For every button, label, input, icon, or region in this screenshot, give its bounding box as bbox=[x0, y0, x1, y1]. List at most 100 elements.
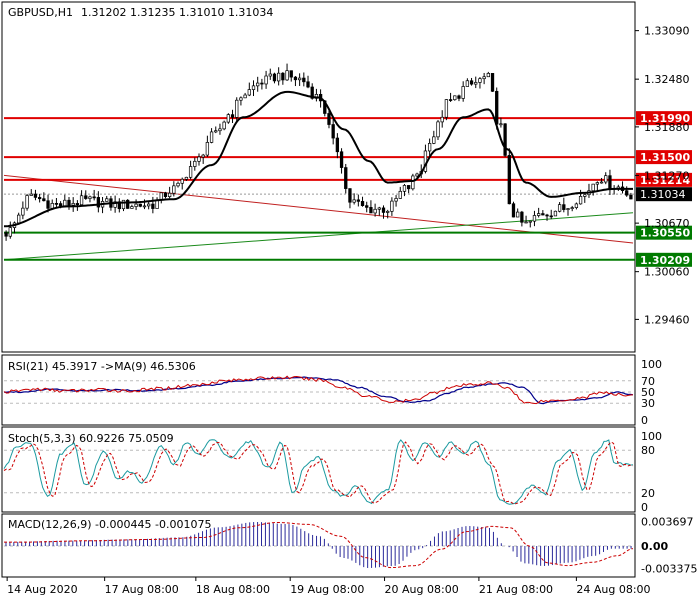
candle-body bbox=[352, 199, 356, 203]
candle-body bbox=[549, 215, 553, 218]
support-level-label: 1.30209 bbox=[640, 254, 690, 267]
moving-average-line bbox=[4, 90, 633, 228]
candle-body bbox=[482, 76, 486, 80]
candle-body bbox=[356, 199, 360, 202]
candle-body bbox=[440, 116, 444, 123]
candle-body bbox=[369, 207, 373, 214]
candle-body bbox=[163, 192, 168, 197]
candle-body bbox=[285, 70, 289, 81]
candle-body bbox=[222, 121, 226, 130]
support-level-tag bbox=[636, 252, 692, 267]
candle-body bbox=[507, 155, 511, 205]
candle-body bbox=[138, 203, 142, 207]
resistance-level-label: 1.31214 bbox=[640, 174, 690, 187]
candle-body bbox=[574, 203, 579, 208]
candle-body bbox=[268, 73, 272, 77]
candle-body bbox=[8, 227, 12, 237]
resistance-level-label: 1.31990 bbox=[640, 112, 690, 125]
support-level-label: 1.30550 bbox=[640, 227, 690, 240]
candle-body bbox=[474, 82, 478, 85]
candle-body bbox=[218, 128, 222, 132]
candle-body bbox=[310, 86, 314, 99]
price-axis-label: 1.31270 bbox=[644, 169, 690, 182]
time-axis-label: 17 Aug 08:00 bbox=[105, 583, 179, 596]
candle-body bbox=[75, 203, 80, 206]
candle-body bbox=[193, 160, 197, 167]
current-price-label: 1.31034 bbox=[640, 188, 686, 201]
candle-body bbox=[407, 185, 411, 190]
candle-body bbox=[524, 221, 528, 224]
candle-body bbox=[126, 199, 130, 209]
macd-axis-label: 0.00 bbox=[641, 540, 668, 553]
candle-body bbox=[495, 90, 499, 125]
candle-body bbox=[272, 73, 277, 82]
axis-layer: 1.33090 1.32480 1.31880 1.31270 1.30670 1.300… bbox=[6, 25, 697, 596]
candle-body bbox=[436, 121, 440, 138]
time-axis-label: 24 Aug 08:00 bbox=[576, 583, 650, 596]
candle-body bbox=[599, 181, 604, 184]
candle-body bbox=[54, 203, 59, 205]
price-axis-label: 1.32480 bbox=[644, 73, 690, 86]
candle-body bbox=[516, 211, 520, 218]
candle-body bbox=[281, 72, 285, 81]
candle-body bbox=[209, 131, 214, 143]
stoch-axis-label: 20 bbox=[641, 487, 655, 500]
candle-body bbox=[394, 198, 398, 202]
candle-body bbox=[331, 124, 335, 139]
candle-body bbox=[29, 193, 33, 196]
candle-body bbox=[235, 99, 239, 118]
candle-body bbox=[197, 156, 201, 162]
stoch-main-line bbox=[3, 439, 634, 505]
candle-body bbox=[557, 204, 562, 212]
candle-body bbox=[289, 70, 293, 78]
candle-body bbox=[348, 188, 352, 203]
candle-body bbox=[448, 99, 453, 101]
candle-body bbox=[562, 204, 566, 210]
candle-body bbox=[541, 213, 545, 216]
candle-body bbox=[427, 143, 432, 152]
candle-body bbox=[365, 205, 369, 208]
candle-body bbox=[264, 75, 268, 85]
candle-body bbox=[457, 95, 461, 99]
candle-body bbox=[625, 190, 629, 196]
candle-body bbox=[486, 73, 490, 78]
candle-body bbox=[411, 175, 415, 190]
candle-body bbox=[42, 198, 46, 202]
candle-body bbox=[151, 203, 155, 209]
candle-body bbox=[33, 193, 38, 198]
time-axis-label: 20 Aug 08:00 bbox=[385, 583, 459, 596]
candle-body bbox=[293, 76, 298, 81]
macd-title: MACD(12,26,9) -0.000445 -0.001075 bbox=[8, 518, 211, 531]
candle-body bbox=[17, 214, 21, 224]
candle-body bbox=[184, 176, 189, 180]
candle-body bbox=[297, 77, 302, 81]
resistance-level-tag bbox=[636, 172, 692, 187]
candle-body bbox=[37, 197, 42, 200]
candle-body bbox=[167, 192, 172, 197]
time-axis-label: 18 Aug 08:00 bbox=[196, 583, 270, 596]
macd-signal-line bbox=[4, 522, 634, 569]
candle-body bbox=[25, 195, 29, 209]
rsi-axis-label: 0 bbox=[641, 414, 648, 427]
candle-body bbox=[344, 167, 348, 189]
candle-body bbox=[188, 166, 193, 178]
candle-body bbox=[545, 214, 549, 217]
stoch-panel bbox=[1, 426, 636, 513]
candle-body bbox=[147, 203, 151, 207]
candle-body bbox=[578, 196, 583, 205]
price-axis-label: 1.29460 bbox=[644, 313, 690, 326]
candle-body bbox=[377, 207, 381, 210]
candle-body bbox=[520, 211, 524, 223]
candle-body bbox=[499, 123, 503, 126]
candle-body bbox=[566, 208, 570, 210]
candle-body bbox=[21, 207, 25, 216]
candle-body bbox=[96, 197, 101, 208]
candle-body bbox=[373, 208, 377, 214]
candle-body bbox=[398, 190, 402, 199]
rsi-axis-label: 50 bbox=[641, 386, 655, 399]
stoch-title: Stoch(5,3,3) 60.9226 75.0509 bbox=[8, 432, 174, 445]
candle-body bbox=[591, 183, 595, 192]
candle-body bbox=[432, 136, 436, 144]
candle-body bbox=[532, 215, 537, 222]
candle-body bbox=[142, 205, 147, 208]
